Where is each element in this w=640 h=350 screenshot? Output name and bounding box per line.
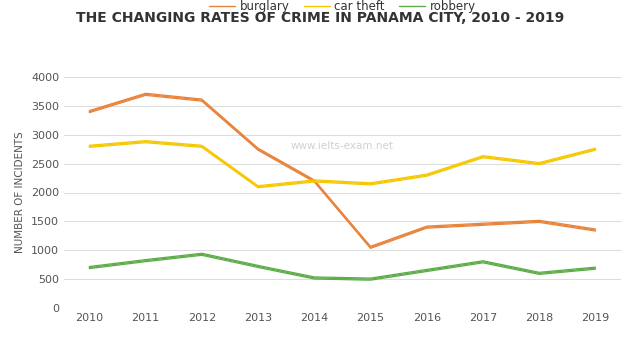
robbery bbox=[367, 277, 374, 281]
burglary bbox=[86, 110, 93, 114]
robbery bbox=[86, 265, 93, 270]
robbery bbox=[479, 260, 487, 264]
car theft bbox=[536, 162, 543, 166]
robbery bbox=[423, 268, 431, 273]
robbery bbox=[254, 264, 262, 268]
burglary bbox=[141, 92, 149, 96]
car theft bbox=[86, 144, 93, 148]
robbery bbox=[198, 252, 205, 257]
Line: robbery: robbery bbox=[90, 254, 595, 279]
car theft bbox=[141, 140, 149, 144]
robbery bbox=[536, 271, 543, 275]
car theft bbox=[479, 155, 487, 159]
robbery bbox=[591, 266, 599, 270]
burglary bbox=[367, 245, 374, 250]
burglary bbox=[423, 225, 431, 229]
car theft bbox=[254, 185, 262, 189]
car theft bbox=[591, 147, 599, 151]
car theft bbox=[367, 182, 374, 186]
Line: car theft: car theft bbox=[90, 142, 595, 187]
burglary bbox=[254, 147, 262, 151]
Text: www.ielts-exam.net: www.ielts-exam.net bbox=[291, 141, 394, 151]
robbery bbox=[141, 259, 149, 263]
robbery bbox=[310, 276, 318, 280]
burglary bbox=[536, 219, 543, 224]
burglary bbox=[198, 98, 205, 102]
Text: THE CHANGING RATES OF CRIME IN PANAMA CITY, 2010 - 2019: THE CHANGING RATES OF CRIME IN PANAMA CI… bbox=[76, 10, 564, 25]
burglary bbox=[479, 222, 487, 226]
Legend: burglary, car theft, robbery: burglary, car theft, robbery bbox=[204, 0, 481, 18]
Y-axis label: NUMBER OF INCIDENTS: NUMBER OF INCIDENTS bbox=[15, 132, 26, 253]
burglary bbox=[310, 179, 318, 183]
car theft bbox=[423, 173, 431, 177]
car theft bbox=[310, 179, 318, 183]
car theft bbox=[198, 144, 205, 148]
burglary bbox=[591, 228, 599, 232]
Line: burglary: burglary bbox=[90, 94, 595, 247]
